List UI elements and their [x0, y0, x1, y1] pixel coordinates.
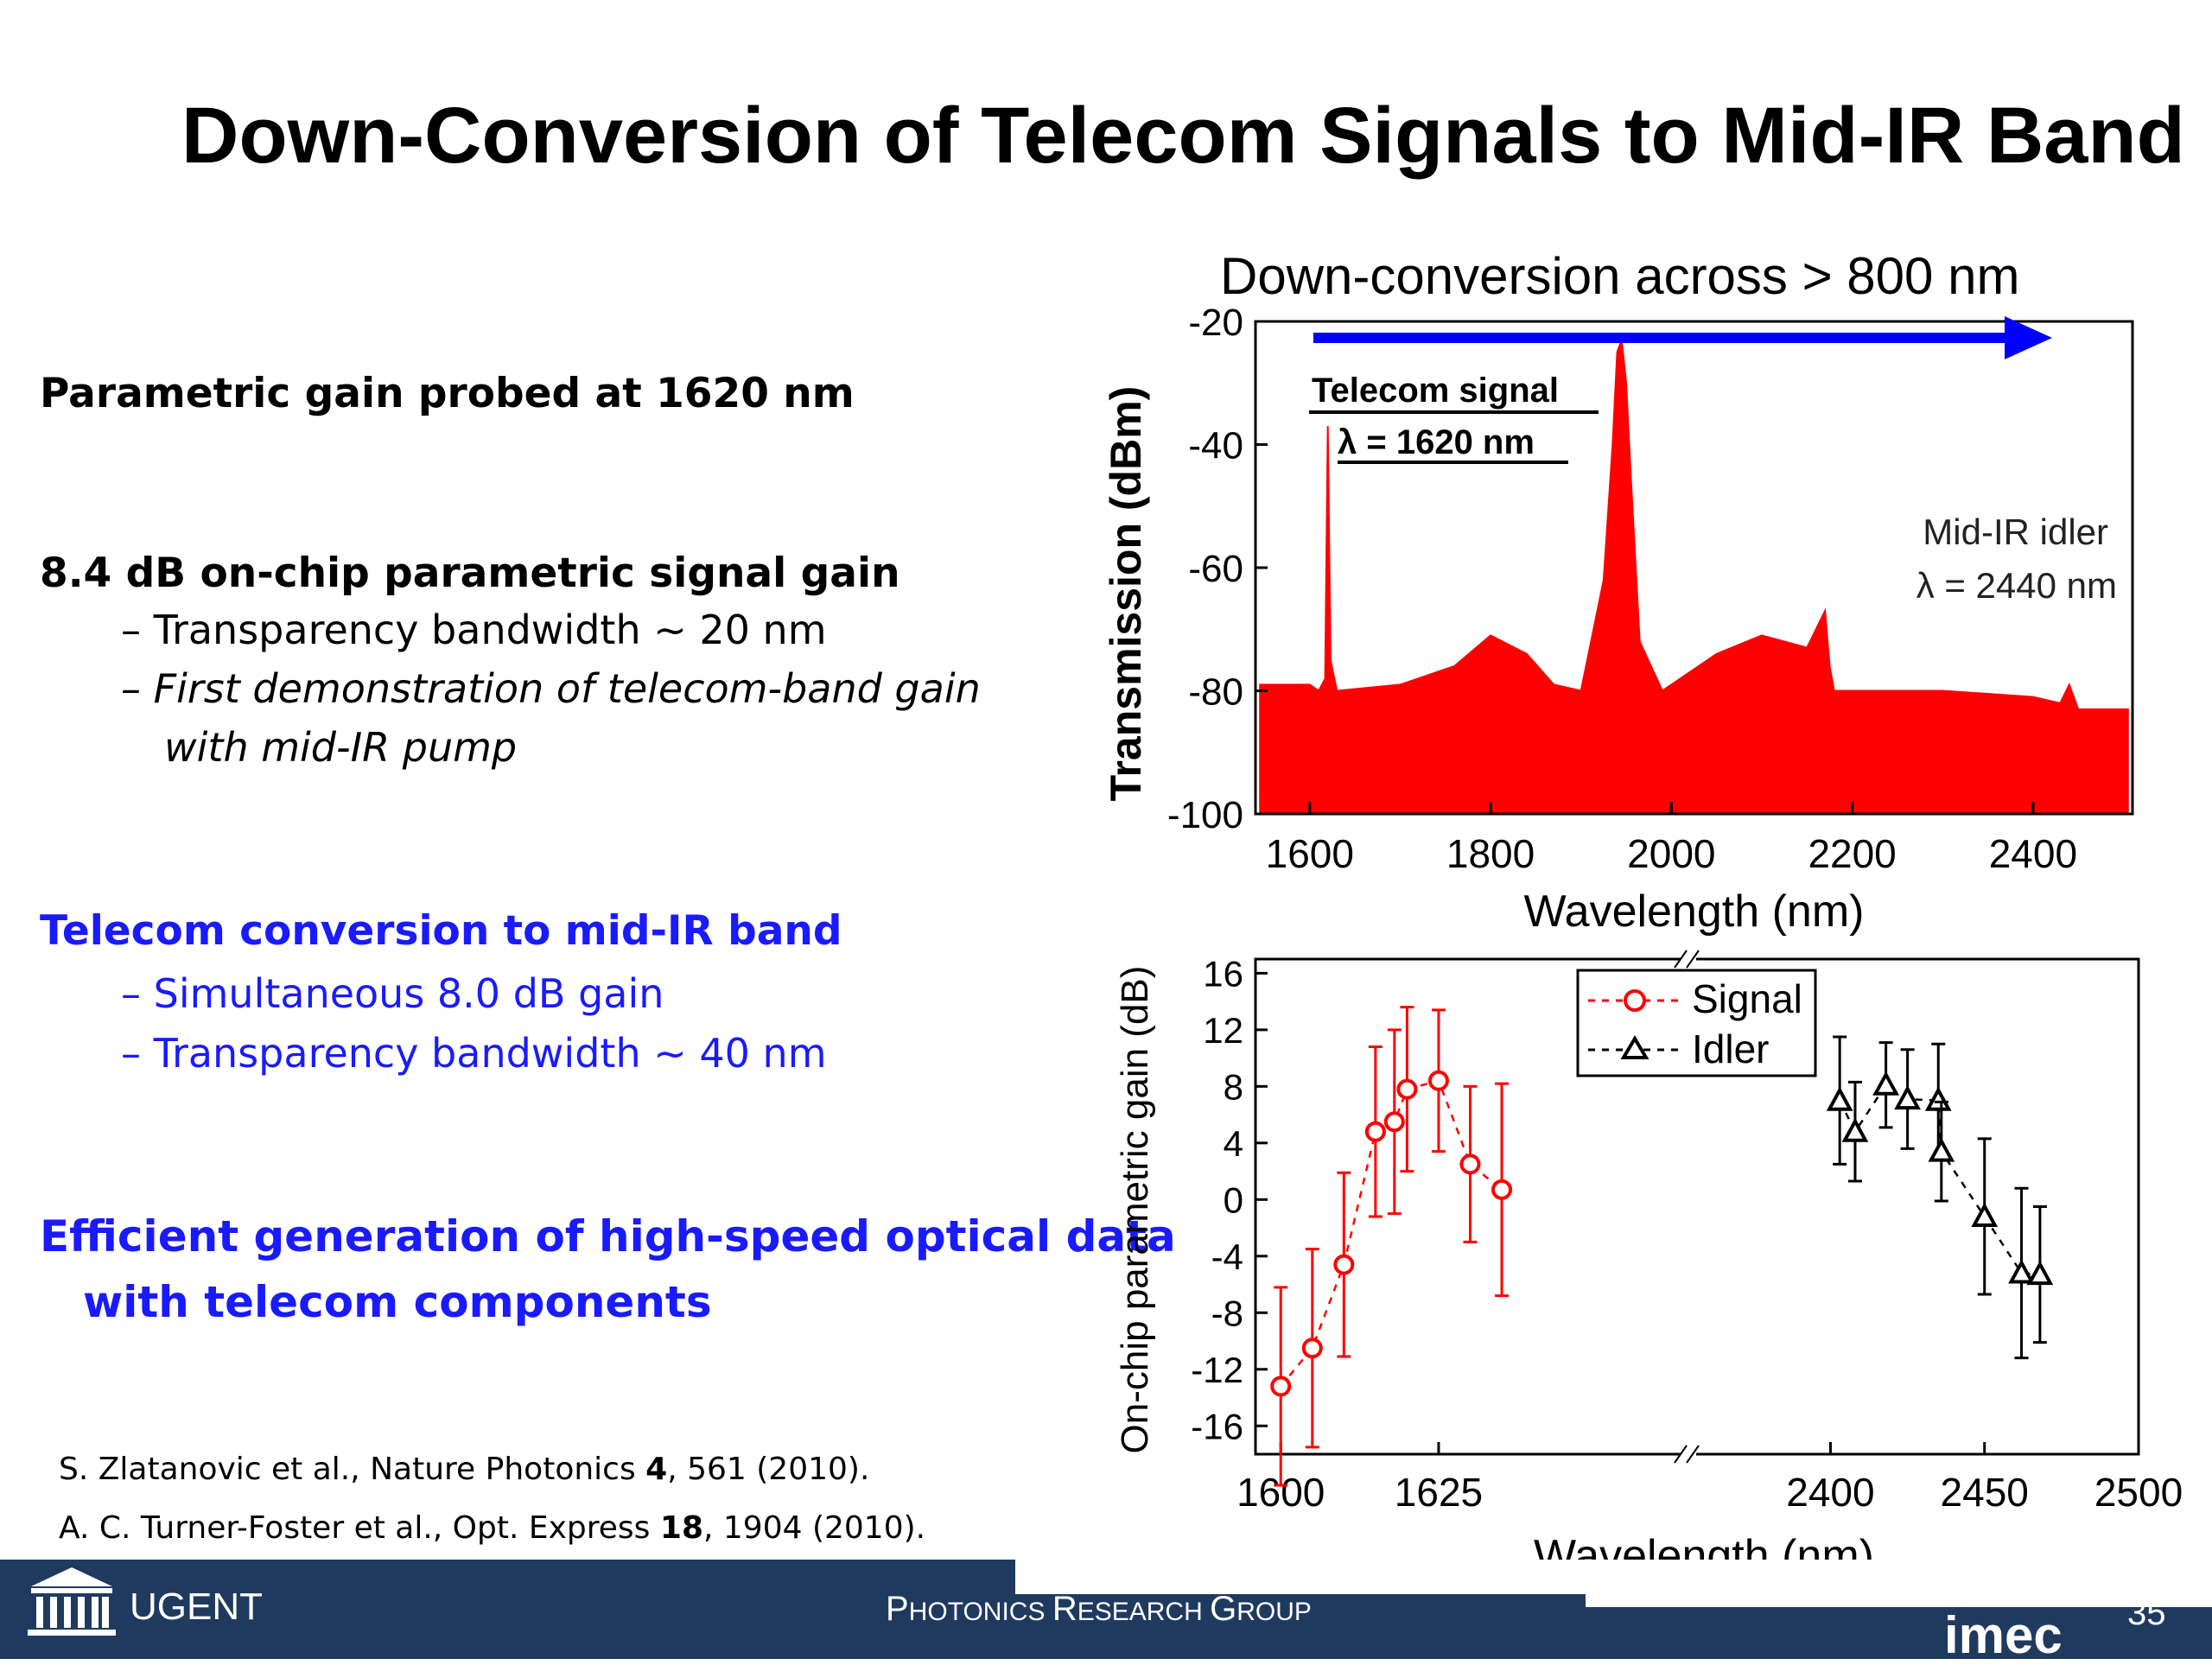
idler-connecting-line: [1838, 1083, 2040, 1276]
gain-ytick-label: 0: [1224, 1179, 1243, 1220]
gain-axis-break-mark: [1674, 950, 1688, 969]
reference-1-pages: , 561 (2010).: [667, 1452, 870, 1487]
footer-group-name: PHOTONICS RESEARCH GROUP: [886, 1590, 1312, 1629]
bullet-conv-heading: Telecom conversion to mid-IR band: [40, 907, 842, 955]
spectrum-xtick-label: 2400: [1989, 831, 2077, 876]
bullet-probe: Parametric gain probed at 1620 nm: [40, 370, 855, 417]
spectrum-xtick-label: 1800: [1446, 831, 1535, 876]
gain-ylabel: On-chip parametric gain (dB): [1114, 966, 1156, 1454]
gain-xtick-label: 2400: [1786, 1470, 1874, 1515]
idler-annotation-lambda: λ = 2440 nm: [1916, 565, 2117, 606]
idler-point: [1924, 1086, 1952, 1111]
bullet-eff-line1: Efficient generation of high-speed optic…: [40, 1211, 1176, 1261]
spectrum-xlabel: Wavelength (nm): [1524, 887, 1865, 937]
reference-1-volume: 4: [645, 1452, 668, 1487]
footer-notch-right: [1586, 1560, 2212, 1607]
spectrum-ytick-label: -100: [1167, 794, 1243, 836]
bullet-gain-sub2b: with mid-IR pump: [164, 724, 518, 771]
idler-annotation-title: Mid-IR idler: [1923, 512, 2108, 552]
reference-2: A. C. Turner-Foster et al., Opt. Express…: [59, 1510, 925, 1546]
idler-point: [2008, 1259, 2035, 1284]
spectrum-xtick-label: 1600: [1266, 831, 1354, 876]
gain-ytick-label: 16: [1203, 953, 1243, 994]
footer-group-r: R: [1052, 1590, 1077, 1628]
idler-point: [1971, 1202, 1999, 1227]
gain-ytick-label: -8: [1211, 1293, 1243, 1333]
legend-idler-label: Idler: [1692, 1026, 1769, 1071]
footer-page-number: 35: [2127, 1594, 2166, 1632]
signal-point: [1383, 1111, 1405, 1133]
gain-axis-break-mark: [1686, 1445, 1700, 1464]
bullet-gain-heading: 8.4 dB on-chip parametric signal gain: [40, 550, 900, 597]
gain-xtick-label: 2500: [2094, 1470, 2183, 1515]
gain-xtick-label: 1625: [1395, 1470, 1483, 1515]
signal-point: [1301, 1338, 1323, 1359]
spectrum-ytick-label: -80: [1188, 671, 1243, 714]
ugent-logo-icon: [28, 1567, 116, 1636]
gain-axis-break-mark: [1686, 950, 1700, 969]
footer-imec-logo: imec: [1944, 1606, 2063, 1664]
bullet-gain-sub2a: – First demonstration of telecom-band ga…: [121, 665, 981, 712]
spectrum-xtick-label: 2200: [1808, 831, 1896, 876]
legend-signal-marker: [1624, 989, 1646, 1012]
gain-ytick-label: 8: [1224, 1066, 1243, 1107]
gain-ytick-label: 12: [1203, 1010, 1243, 1051]
footer-group-roup: ROUP: [1236, 1598, 1312, 1626]
idler-point: [1928, 1137, 1955, 1162]
signal-point: [1459, 1153, 1481, 1175]
spectrum-ylabel: Transmission (dBm): [1102, 386, 1150, 802]
footer-ugent: UGENT: [130, 1586, 263, 1628]
bullet-conv-sub1: – Simultaneous 8.0 dB gain: [121, 970, 664, 1017]
spectrum-area: [1259, 340, 2129, 815]
signal-point: [1333, 1254, 1355, 1275]
slide-title: Down-Conversion of Telecom Signals to Mi…: [181, 92, 2185, 180]
bullet-conv-sub2: – Transparency bandwidth ~ 40 nm: [121, 1030, 827, 1077]
gain-frame: [1254, 957, 2140, 1456]
gain-ytick-label: -12: [1191, 1350, 1243, 1390]
idler-point: [2026, 1260, 2054, 1286]
footer-notch: [1015, 1560, 1586, 1594]
signal-point: [1364, 1121, 1386, 1142]
spectrum-ytick-label: -20: [1188, 302, 1243, 344]
gain-ytick-label: -16: [1191, 1406, 1243, 1446]
footer-group-hotonics: HOTONICS: [908, 1598, 1052, 1626]
spectrum-xtick-label: 2000: [1627, 831, 1715, 876]
idler-point: [1872, 1071, 1899, 1096]
legend-idler-marker: [1620, 1035, 1649, 1059]
idler-point: [1826, 1086, 1853, 1111]
signal-annotation-title: Telecom signal: [1312, 372, 1559, 410]
spectrum-title: Down-conversion across > 800 nm: [1220, 247, 2019, 305]
signal-point: [1427, 1070, 1449, 1091]
gain-axis-break-mark: [1674, 1445, 1688, 1464]
signal-annotation-lambda: λ = 1620 nm: [1338, 423, 1535, 461]
reference-1: S. Zlatanovic et al., Nature Photonics 4…: [59, 1452, 869, 1487]
spectrum-ytick-label: -40: [1188, 425, 1243, 467]
gain-xtick-label: 2450: [1941, 1470, 2029, 1515]
gain-ytick-label: -4: [1211, 1236, 1243, 1277]
bullet-eff-line2: with telecom components: [83, 1277, 712, 1327]
signal-point: [1270, 1376, 1292, 1397]
footer-group-p: P: [886, 1590, 909, 1628]
legend-signal-label: Signal: [1692, 976, 1802, 1021]
footer-group-esearch: ESEARCH: [1077, 1598, 1211, 1626]
reference-2-pages: , 1904 (2010).: [703, 1510, 926, 1546]
gain-legend-box: [1576, 969, 1817, 1077]
gain-ytick-label: 4: [1224, 1123, 1243, 1164]
footer-group-g: G: [1210, 1590, 1237, 1628]
reference-2-volume: 18: [659, 1510, 703, 1546]
reference-2-text: A. C. Turner-Foster et al., Opt. Express: [59, 1510, 660, 1546]
idler-point: [1841, 1117, 1869, 1142]
spectrum-ytick-label: -60: [1188, 548, 1243, 590]
idler-point: [1894, 1084, 1921, 1110]
reference-1-text: S. Zlatanovic et al., Nature Photonics: [59, 1452, 646, 1487]
signal-point: [1491, 1179, 1513, 1200]
bullet-gain-sub1: – Transparency bandwidth ~ 20 nm: [121, 607, 827, 653]
conversion-arrow-head: [2005, 316, 2052, 359]
signal-point: [1396, 1078, 1418, 1100]
